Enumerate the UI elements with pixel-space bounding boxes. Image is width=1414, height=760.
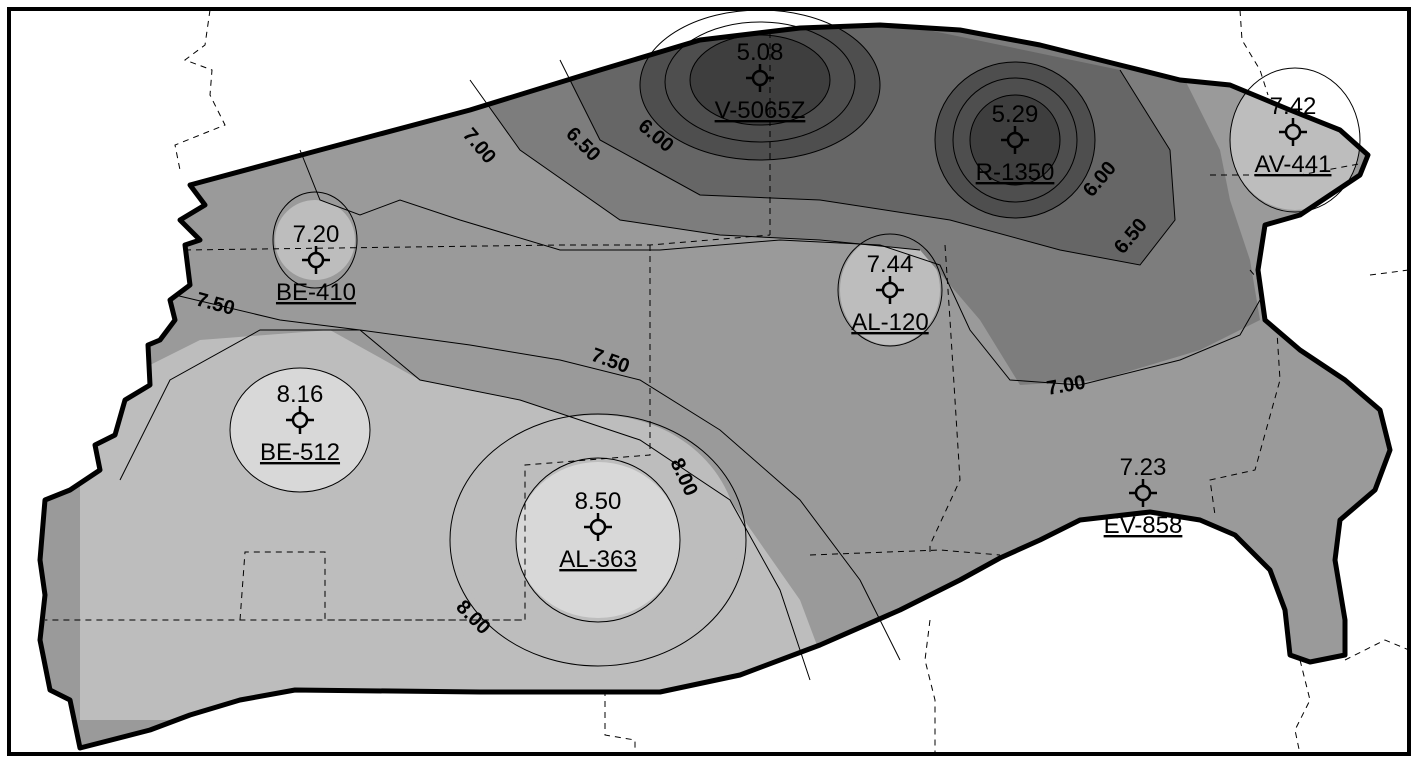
well-value: 7.23 (1120, 454, 1167, 481)
well-value: 7.44 (867, 251, 914, 278)
well-v-5065z: 5.08 V-5065Z (715, 39, 806, 124)
well-be-512: 8.16 BE-512 (260, 381, 340, 466)
well-id: AL-363 (559, 546, 636, 573)
well-markers: 5.08 V-5065Z 5.29 R-1350 7.42 AV-441 7.20 BE-41… (260, 39, 1332, 573)
well-value: 5.29 (992, 101, 1039, 128)
well-al-120: 7.44 AL-120 (851, 251, 928, 336)
well-id: R-1350 (976, 159, 1055, 186)
well-id: BE-410 (276, 279, 356, 306)
well-value: 5.08 (737, 39, 784, 66)
well-symbol-icon (876, 276, 904, 304)
well-r-1350: 5.29 R-1350 (976, 101, 1055, 186)
well-id: AV-441 (1255, 151, 1332, 178)
well-symbol-icon (1001, 126, 1029, 154)
well-id: V-5065Z (715, 97, 806, 124)
admin-boundaries (174, 9, 1410, 755)
well-symbol-icon (1279, 118, 1307, 146)
well-symbol-icon (286, 406, 314, 434)
well-symbol-icon (302, 246, 330, 274)
well-symbol-icon (584, 513, 612, 541)
well-value: 8.50 (575, 488, 622, 515)
internal-boundaries (45, 25, 1381, 621)
well-id: BE-512 (260, 439, 340, 466)
zone-7.50-al120 (840, 235, 940, 345)
well-al-363: 8.50 AL-363 (559, 488, 636, 573)
well-value: 8.16 (277, 381, 324, 408)
well-value: 7.20 (293, 221, 340, 248)
well-ev-858: 7.23 EV-858 (1104, 454, 1183, 539)
well-av-441: 7.42 AV-441 (1255, 93, 1332, 178)
well-symbol-icon (1129, 479, 1157, 507)
well-symbol-icon (746, 64, 774, 92)
well-id: AL-120 (851, 309, 928, 336)
contour-lines (119, 9, 1361, 681)
well-be-410: 7.20 BE-410 (276, 221, 356, 306)
zone-7.50-be410 (275, 200, 355, 280)
region-outline (37, 22, 1393, 751)
well-id: EV-858 (1104, 512, 1183, 539)
well-value: 7.42 (1270, 93, 1317, 120)
